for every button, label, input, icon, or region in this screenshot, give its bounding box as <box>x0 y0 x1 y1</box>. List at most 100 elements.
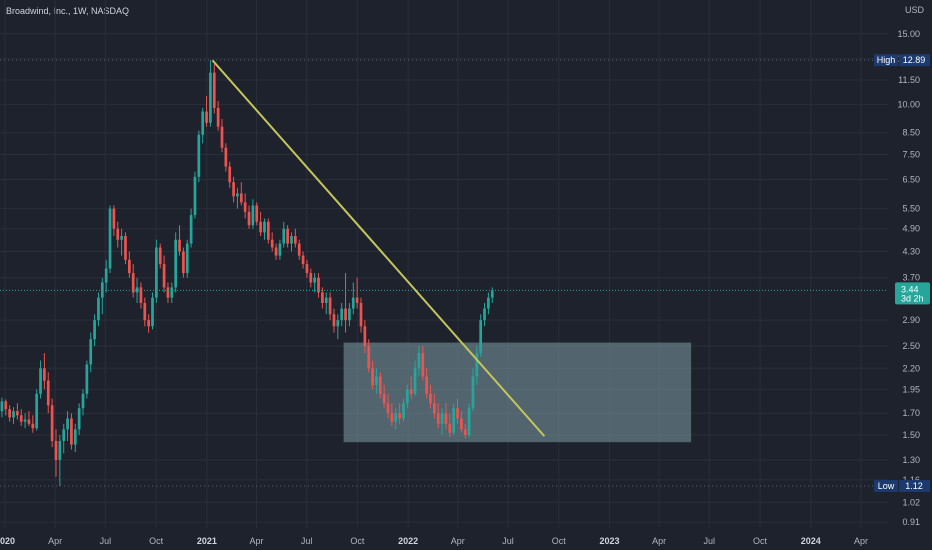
candle-body <box>162 264 166 288</box>
x-tick-label: Apr <box>854 536 868 546</box>
candle <box>178 225 181 256</box>
candle-body <box>359 303 363 327</box>
candle <box>398 403 401 424</box>
candle-body <box>147 320 150 327</box>
candle <box>185 239 189 278</box>
candle <box>243 193 247 219</box>
candle-body <box>12 411 15 418</box>
candle <box>324 292 328 315</box>
candle <box>378 372 382 399</box>
candle-body <box>81 393 85 409</box>
x-tick-label: Oct <box>552 536 567 546</box>
candle <box>212 64 216 114</box>
candle <box>124 232 127 265</box>
support-zone <box>343 342 692 443</box>
x-tick-label: Jul <box>100 536 112 546</box>
candle <box>85 360 89 399</box>
y-tick-label: 2.20 <box>902 363 920 373</box>
y-tick-label: 1.50 <box>902 430 920 440</box>
y-axis: 15.0013.0011.5010.008.507.506.505.504.90… <box>897 29 920 527</box>
candle-body <box>31 423 35 429</box>
candle <box>93 314 96 347</box>
candle <box>209 60 212 127</box>
candle-body <box>189 215 193 244</box>
y-tick-label: 1.30 <box>902 455 920 465</box>
y-tick-label: 7.50 <box>902 150 920 160</box>
y-tick-label: 4.90 <box>902 224 920 234</box>
candle-body <box>46 380 50 406</box>
candle-body <box>212 72 216 108</box>
candle-body <box>108 208 112 269</box>
candle-body <box>429 393 432 404</box>
candle-body <box>390 413 394 422</box>
candle <box>394 408 398 430</box>
candle-body <box>205 111 208 123</box>
candle-body <box>185 243 189 274</box>
candle-body <box>290 236 293 244</box>
candle <box>70 413 73 450</box>
candle <box>46 372 50 414</box>
candle-body <box>27 419 31 424</box>
candle <box>31 415 35 433</box>
candle <box>263 218 266 240</box>
candle <box>16 403 19 420</box>
candle-body <box>170 287 174 298</box>
candle <box>220 118 224 153</box>
candle-body <box>305 264 309 274</box>
candle <box>4 399 8 416</box>
candle-body <box>266 221 270 240</box>
candle-body <box>135 287 139 293</box>
candle <box>382 384 386 409</box>
candle <box>162 255 166 293</box>
candle-body <box>460 418 463 430</box>
candle <box>58 435 62 486</box>
candle <box>81 389 85 416</box>
candle <box>309 268 313 288</box>
x-tick-label: 2020 <box>0 536 15 546</box>
candle <box>290 232 293 252</box>
candle-body <box>487 297 490 309</box>
candle-body <box>139 287 143 304</box>
candle-body <box>93 320 96 340</box>
candle-body <box>344 308 347 321</box>
low-value: 1.12 <box>905 481 923 491</box>
candle <box>375 368 378 394</box>
candle-body <box>471 376 475 409</box>
candle-body <box>297 243 301 256</box>
candle-body <box>182 251 185 274</box>
candle-body <box>386 403 390 414</box>
candle <box>467 403 471 438</box>
candle-body <box>143 303 147 321</box>
candle-body <box>232 182 235 197</box>
candle-body <box>355 297 359 304</box>
candle-body <box>382 393 386 404</box>
candle <box>336 314 340 340</box>
candle <box>127 251 131 278</box>
candle <box>120 228 123 256</box>
candles <box>0 60 494 486</box>
candle-body <box>4 401 8 410</box>
candle <box>151 292 154 330</box>
candle-body <box>456 408 459 419</box>
candle-body <box>448 423 452 433</box>
candle <box>440 408 444 436</box>
candle <box>475 346 479 385</box>
candle <box>54 429 58 477</box>
candle-body <box>436 413 440 424</box>
y-tick-label: 2.50 <box>902 341 920 351</box>
candle-body <box>409 389 413 394</box>
candle <box>409 376 413 399</box>
candle <box>456 398 459 424</box>
candle <box>386 393 390 419</box>
candle <box>239 182 243 206</box>
candle-body <box>294 236 297 244</box>
candle <box>108 205 112 274</box>
zone-layer <box>343 342 692 443</box>
candle <box>66 411 69 441</box>
candle <box>305 259 309 278</box>
candle <box>197 130 201 183</box>
candle <box>232 176 235 203</box>
candle <box>158 243 162 269</box>
